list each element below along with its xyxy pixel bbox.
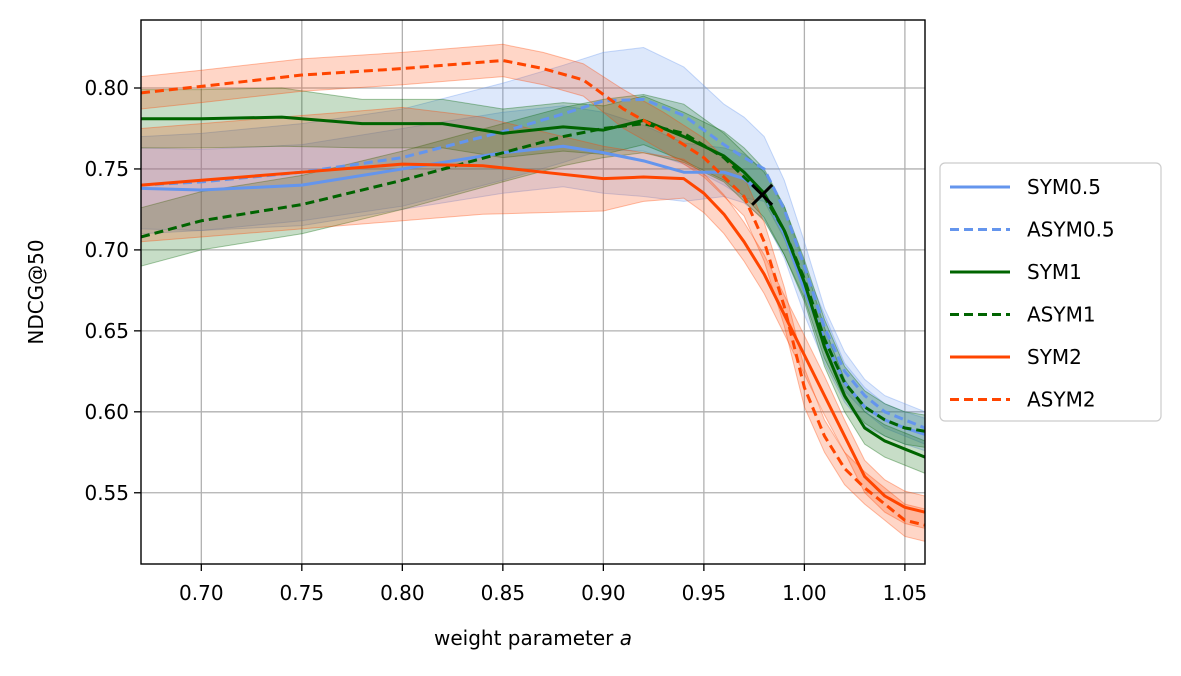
marker-x	[751, 183, 774, 206]
series-lines	[141, 58, 925, 527]
band-asym2	[141, 43, 925, 542]
x-tick-label: 1.00	[782, 581, 827, 605]
y-tick-label: 0.65	[84, 319, 129, 343]
y-tick-label: 0.55	[84, 481, 129, 505]
legend-label: ASYM2	[1027, 388, 1096, 412]
plot-frame	[140, 19, 926, 565]
line-asym0-5	[141, 97, 925, 430]
band-sym0-5	[141, 105, 925, 452]
x-tick-label: 1.05	[883, 581, 928, 605]
axis-ticks: 0.70 0.75 0.80 0.85 0.90 0.95 1.00 1.05 0.55 0.60…	[84, 76, 927, 605]
band-sym1	[141, 87, 925, 474]
legend-item-sym2: SYM2	[950, 345, 1082, 369]
x-tick-label: 0.75	[280, 581, 325, 605]
line-asym2	[141, 58, 925, 527]
x-tick-label: 0.85	[481, 581, 526, 605]
legend-item-sym0-5: SYM0.5	[950, 175, 1101, 199]
line-asym1	[141, 122, 925, 433]
legend-item-asym2: ASYM2	[950, 388, 1096, 412]
legend: SYM0.5 ASYM0.5 SYM1 ASYM1 SYM2 ASYM2	[939, 162, 1162, 422]
y-tick-label: 0.70	[84, 238, 129, 262]
y-tick-label: 0.80	[84, 76, 129, 100]
legend-label: SYM0.5	[1027, 175, 1101, 199]
legend-item-asym1: ASYM1	[950, 303, 1096, 327]
x-tick-label: 0.95	[682, 581, 727, 605]
y-tick-label: 0.60	[84, 400, 129, 424]
x-tick-label: 0.70	[179, 581, 224, 605]
y-axis-label: NDCG@50	[24, 239, 48, 344]
x-tick-label: 0.80	[380, 581, 425, 605]
legend-item-asym0-5: ASYM0.5	[950, 218, 1115, 242]
legend-label: ASYM1	[1027, 303, 1096, 327]
legend-label: SYM1	[1027, 260, 1082, 284]
x-tick-label: 0.90	[581, 581, 626, 605]
grid	[141, 20, 925, 564]
x-axis-label: weight parameter a	[434, 626, 632, 650]
legend-label: SYM2	[1027, 345, 1082, 369]
y-tick-label: 0.75	[84, 157, 129, 181]
legend-item-sym1: SYM1	[950, 260, 1082, 284]
band-sym2	[141, 106, 925, 529]
legend-box	[939, 162, 1162, 422]
highlight-marker	[751, 183, 774, 206]
legend-label: ASYM0.5	[1027, 218, 1115, 242]
band-asym1	[141, 93, 925, 448]
line-sym2	[141, 162, 925, 514]
